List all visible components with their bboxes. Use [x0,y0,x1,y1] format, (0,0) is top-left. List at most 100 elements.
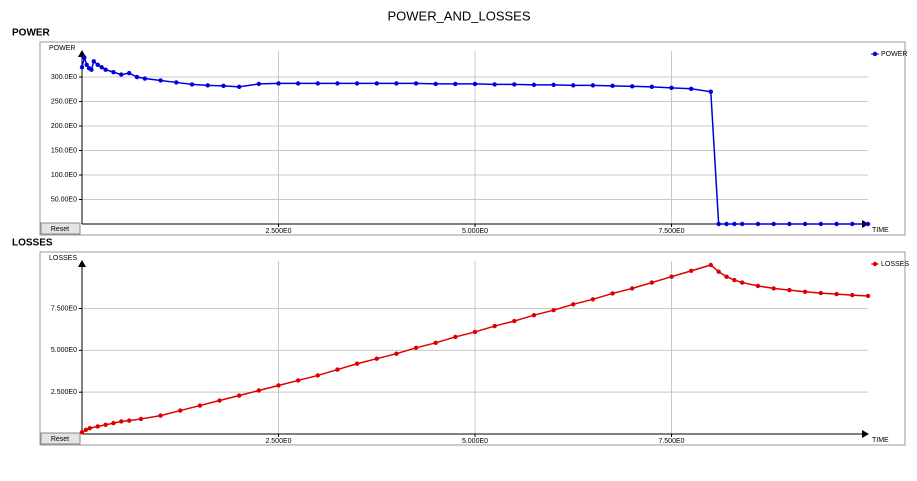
data-point [138,416,144,422]
data-point [95,424,100,429]
legend-label: LOSSES [881,261,909,268]
legend-label: POWER [881,51,907,58]
y-axis-label: LOSSES [49,255,77,262]
data-point [197,403,203,408]
data-point [134,74,140,80]
data-point [394,351,399,356]
x-tick-label: 7.500E0 [658,438,684,445]
data-point [354,361,360,366]
data-point [142,76,148,81]
data-point [87,425,93,431]
data-point [276,81,281,86]
y-tick-label: 5.000E0 [51,347,77,354]
data-point [818,221,824,227]
data-point [716,269,721,274]
data-point [551,307,556,313]
data-point [315,373,320,378]
x-tick-label: 5.000E0 [462,438,488,445]
data-point [433,81,438,87]
data-point [716,221,721,227]
data-point [91,59,96,64]
data-point [708,89,713,94]
x-axis-arrow [862,430,869,438]
data-point [610,291,615,296]
data-point [787,221,792,227]
data-point [610,83,615,89]
data-point [295,378,301,383]
data-point [708,262,713,268]
data-point [732,221,737,227]
y-tick-label: 200.0E0 [51,123,77,130]
data-point [771,221,776,227]
data-point [802,289,808,294]
data-point [374,81,379,86]
data-point [834,291,839,297]
reset-button-label[interactable]: Reset [51,226,69,233]
data-point [740,221,745,227]
data-point [755,283,761,289]
data-point [158,78,163,83]
data-point [472,81,478,87]
panel-label: POWER [12,28,51,39]
data-point [531,82,537,88]
y-tick-label: 100.0E0 [51,172,77,179]
data-point [82,55,87,60]
data-point [512,82,517,87]
data-point [669,85,674,91]
data-point [237,84,242,90]
data-point [755,221,761,227]
reset-button-label[interactable]: Reset [51,436,69,443]
data-point [492,323,497,329]
data-point [394,81,399,86]
data-point [335,367,340,372]
x-tick-label: 2.500E0 [265,438,291,445]
data-point [512,318,517,324]
data-point [83,427,89,433]
data-point [834,221,839,227]
panel-label: LOSSES [12,238,53,249]
data-point [732,277,737,283]
data-point [865,293,871,299]
reset-button[interactable] [40,432,81,445]
data-point [724,221,729,227]
x-axis-label: TIME [872,437,889,444]
data-point [787,287,792,293]
data-point [315,81,320,86]
data-point [95,62,100,67]
data-point [217,398,222,403]
data-point [531,312,537,318]
data-point [453,81,458,87]
y-tick-label: 150.0E0 [51,147,77,154]
data-point [850,221,855,227]
data-point [119,419,124,424]
data-point [571,83,576,88]
data-point [276,383,281,388]
data-point [433,340,438,346]
data-point [374,356,379,361]
data-point [818,290,824,296]
data-point [850,292,855,298]
data-point [472,329,478,335]
data-point [551,82,556,88]
data-point [802,221,808,227]
data-point [79,65,85,70]
data-point [84,62,89,67]
data-point [295,81,301,86]
data-point [103,67,108,72]
data-point [740,280,745,285]
data-point [354,81,360,86]
page-title: POWER_AND_LOSSES [387,8,530,23]
reset-button[interactable] [40,222,81,235]
data-point [771,286,776,291]
data-point [649,280,655,285]
data-point [413,345,419,351]
data-point [178,408,183,413]
y-axis-label: POWER [49,45,75,52]
data-point [492,82,497,87]
x-tick-label: 2.500E0 [265,228,291,235]
data-point [256,388,262,393]
data-point [111,69,116,75]
x-tick-label: 7.500E0 [658,228,684,235]
data-point [89,67,94,72]
